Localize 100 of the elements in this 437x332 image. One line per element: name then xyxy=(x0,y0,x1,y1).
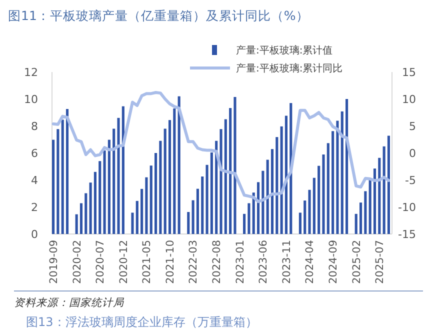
bar xyxy=(276,137,278,234)
bar xyxy=(262,170,264,234)
bar xyxy=(368,180,372,234)
bar xyxy=(80,203,83,234)
bar xyxy=(98,161,102,234)
bar xyxy=(256,182,260,234)
line-series xyxy=(52,91,390,204)
bar xyxy=(359,202,362,234)
y-tick-label: 6 xyxy=(31,146,38,160)
y2-tick-label: 0 xyxy=(409,146,416,160)
bar xyxy=(229,108,232,234)
bar xyxy=(66,108,69,234)
bar xyxy=(108,140,110,234)
bar xyxy=(298,212,302,234)
y-tick-label: 0 xyxy=(31,228,38,241)
bar xyxy=(192,200,194,234)
x-tick-label: 2023-06 xyxy=(258,240,270,284)
x-tick-label: 2025-07 xyxy=(374,240,386,284)
bar xyxy=(332,131,334,234)
bar xyxy=(336,120,339,234)
bar xyxy=(284,116,288,234)
bar xyxy=(84,193,88,234)
bar xyxy=(136,200,138,234)
bar xyxy=(215,140,218,234)
bar xyxy=(145,177,148,234)
bar xyxy=(266,160,269,234)
y2-tick-label: -10 xyxy=(398,200,416,214)
bar xyxy=(89,182,92,234)
y2-tick-label: 10 xyxy=(402,92,416,106)
x-tick-label: 2020-07 xyxy=(94,240,107,284)
bar xyxy=(234,96,236,234)
bar xyxy=(168,120,172,234)
bar xyxy=(382,146,386,234)
bar xyxy=(187,212,190,234)
bar xyxy=(340,111,344,234)
bar xyxy=(322,154,325,234)
x-tick-label: 2022-08 xyxy=(211,240,224,284)
legend-label: 产量:平板玻璃:累计值 xyxy=(236,44,333,56)
bar xyxy=(220,129,222,234)
bar xyxy=(270,149,274,234)
bar xyxy=(131,212,134,234)
bar xyxy=(243,214,246,234)
bar xyxy=(154,153,158,234)
bar xyxy=(122,106,124,234)
bar xyxy=(117,118,120,234)
x-tick-label: 2021-10 xyxy=(164,240,176,284)
bar xyxy=(75,214,78,234)
x-tick-label: 2024-04 xyxy=(304,240,316,284)
caption: 图13：浮法玻璃周度企业库存（万重量箱） xyxy=(26,315,258,329)
y2-tick-label: 15 xyxy=(402,66,416,79)
bar xyxy=(318,166,320,234)
bar xyxy=(173,108,176,234)
legend-label: 产量:平板玻璃:累计同比 xyxy=(236,62,343,74)
bar xyxy=(178,96,180,234)
bar xyxy=(112,128,116,234)
y-tick-label: 8 xyxy=(31,120,38,133)
bar xyxy=(326,143,330,234)
bar xyxy=(201,176,204,234)
y-tick-label: 2 xyxy=(31,200,38,214)
x-tick-label: 2023-11 xyxy=(280,240,293,284)
y-tick-label: 10 xyxy=(24,92,38,106)
bar xyxy=(94,172,96,234)
x-tick-label: 2025-02 xyxy=(350,240,363,284)
bar xyxy=(103,150,106,234)
bar xyxy=(280,126,283,234)
bar xyxy=(354,214,358,234)
bar xyxy=(196,188,199,234)
x-tick-label: 2020-12 xyxy=(118,240,130,284)
bar xyxy=(164,128,166,234)
bar xyxy=(140,188,144,234)
x-tick-label: 2023-01 xyxy=(234,240,246,284)
bar xyxy=(378,158,381,234)
bar xyxy=(52,140,55,234)
bar xyxy=(364,191,367,234)
bar xyxy=(210,152,213,234)
bar xyxy=(387,136,390,234)
x-tick-label: 2021-05 xyxy=(141,240,154,284)
text: 资料来源：国家统计局 xyxy=(14,297,125,309)
y2-tick-label: -15 xyxy=(398,228,416,241)
bar xyxy=(346,99,348,234)
y2-tick-label: 5 xyxy=(409,120,416,133)
x-tick-label: 2019-09 xyxy=(48,240,60,284)
x-tick-label: 2020-02 xyxy=(71,240,84,284)
bar xyxy=(312,178,316,234)
bar xyxy=(304,200,306,234)
bar xyxy=(373,168,376,234)
bar xyxy=(61,120,64,234)
x-tick-label: 2022-03 xyxy=(188,240,200,284)
y-tick-label: 4 xyxy=(31,174,38,187)
chart-title: 图11：平板玻璃产量（亿重量箱）及累计同比（%） xyxy=(8,8,309,23)
y2-tick-label: -5 xyxy=(405,174,416,187)
bar xyxy=(150,166,152,234)
bar xyxy=(159,140,162,234)
bar xyxy=(206,164,208,234)
x-tick-label: 2024-09 xyxy=(327,240,340,284)
bar xyxy=(224,119,227,234)
bar xyxy=(248,203,250,234)
y-tick-label: 12 xyxy=(24,66,38,79)
bar xyxy=(308,190,311,234)
bar xyxy=(56,129,60,234)
